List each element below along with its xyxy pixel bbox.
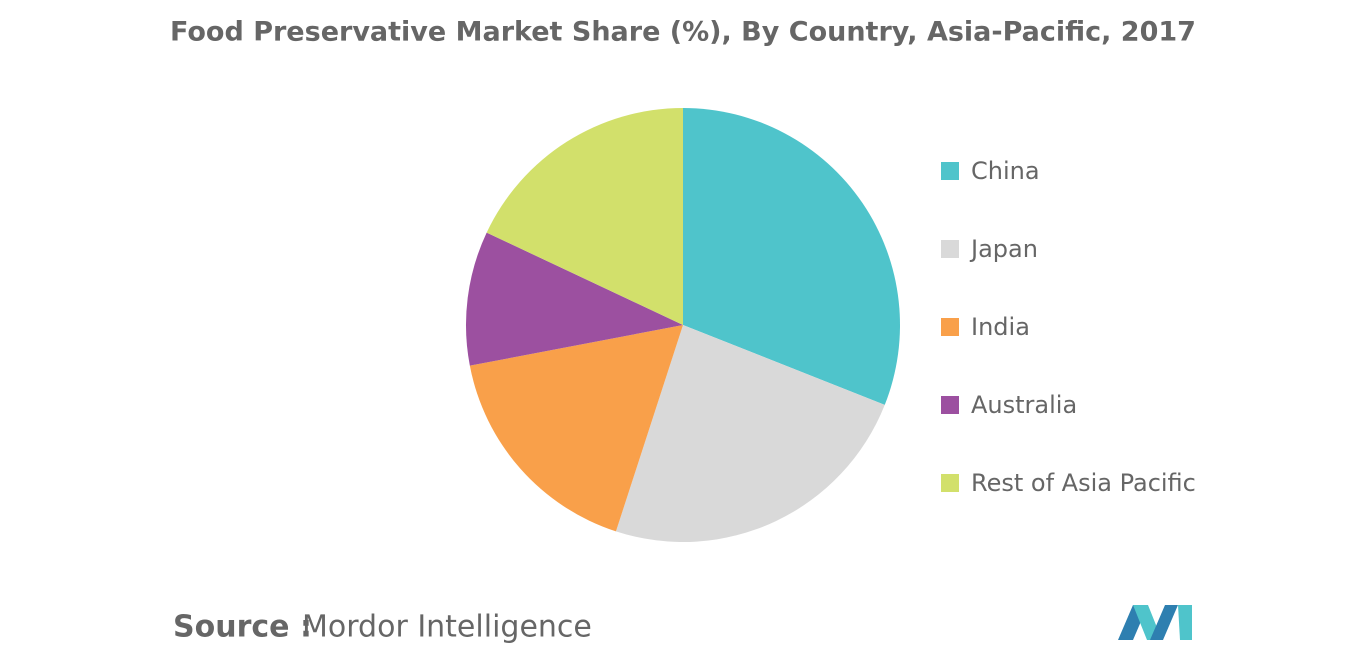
logo: [1118, 605, 1192, 640]
legend-label: India: [971, 313, 1030, 341]
legend-swatch: [941, 474, 959, 492]
legend-swatch: [941, 240, 959, 258]
source: Mordor Intelligence: [302, 610, 592, 645]
legend-label: China: [971, 157, 1040, 185]
legend-swatch: [941, 162, 959, 180]
pie-slice: [469, 325, 683, 532]
legend-label: Australia: [971, 391, 1077, 419]
pie-slice: [615, 325, 885, 542]
legend-swatch: [941, 318, 959, 336]
pie-slice: [486, 108, 683, 325]
legend-label: Rest of Asia Pacific: [971, 469, 1196, 497]
source-label: Source :: [173, 610, 312, 645]
legend-swatch: [941, 396, 959, 414]
chart-title: Food Preservative Market Share (%), By C…: [170, 17, 1196, 48]
pie-slice: [683, 108, 900, 405]
pie-slice: [465, 232, 683, 366]
legend-label: Japan: [969, 235, 1038, 263]
